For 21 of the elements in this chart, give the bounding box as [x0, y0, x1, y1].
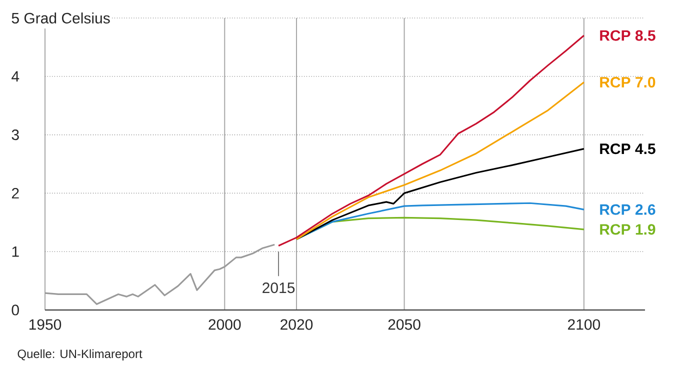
series-label: RCP 4.5	[600, 144, 656, 154]
y-tick-label: 0	[12, 304, 19, 316]
series-label: RCP 2.6	[600, 204, 656, 215]
series-label: RCP 7.0	[600, 76, 656, 88]
y-tick-label: 3	[12, 129, 19, 140]
y-tick-label: 5 Grad Celsius	[12, 12, 110, 24]
line-series	[278, 34, 585, 247]
line-series	[296, 81, 585, 240]
x-tick-label: 2000	[208, 319, 241, 330]
y-tick-label: 4	[12, 71, 20, 82]
x-tick-label: 2020	[280, 319, 313, 330]
x-tick-label: 1950	[29, 319, 62, 330]
series-label: RCP 8.5	[600, 30, 656, 41]
line-series	[296, 148, 585, 240]
series-label: RCP 1.9	[600, 224, 656, 235]
x-tick-label: 2050	[388, 319, 420, 330]
ref-line-label: 2015	[262, 282, 295, 294]
y-tick-label: 1	[12, 246, 19, 257]
y-tick-label: 2	[12, 188, 19, 198]
x-tick-label: 2100	[568, 319, 600, 330]
source-note: Quelle: UN-Klimareport	[18, 349, 142, 360]
